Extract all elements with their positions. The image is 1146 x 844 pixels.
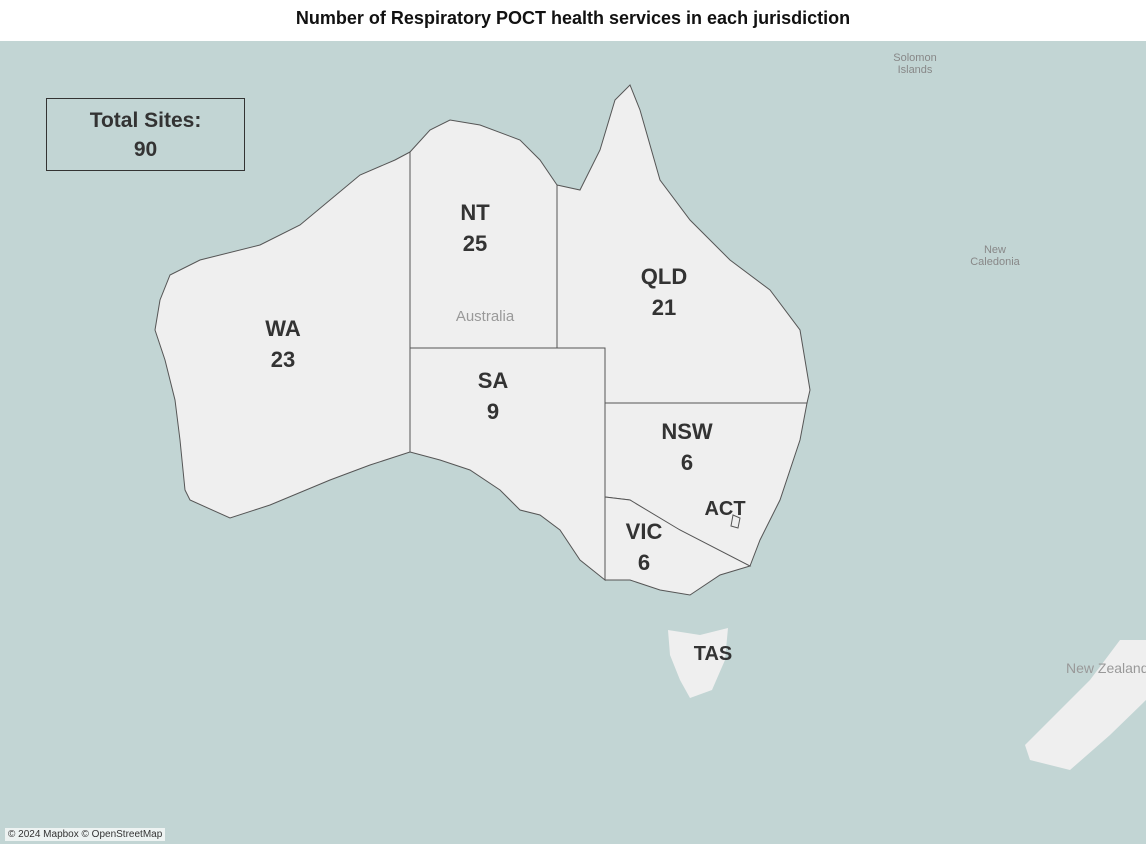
region-label: QLD 21 [624,261,704,323]
region-name: QLD [640,264,688,289]
region-name: NSW [661,419,713,444]
region-name: ACT [704,498,746,520]
region-count: 9 [486,399,500,424]
region-label: NT 25 [435,197,515,259]
total-value: 90 [133,138,158,161]
state-wa [154,151,411,519]
place-label: New Caledonia [970,244,1020,268]
title: Number of Respiratory POCT health servic… [295,8,851,28]
region-name: TAS [693,643,733,665]
place-label: New Zealand [1066,660,1146,676]
attribution: © 2024 Mapbox © OpenStreetMap [5,828,166,841]
region-count: 6 [637,550,651,575]
region-label: WA 23 [243,313,323,375]
total-box: Total Sites: 90 [46,98,245,171]
new-zealand [1025,640,1146,770]
region-name: VIC [625,519,663,544]
region-label: SA 9 [453,365,533,427]
region-count: 21 [651,295,677,320]
region-count: 6 [680,450,694,475]
region-name: WA [265,316,301,341]
map [0,41,1146,844]
state-tas [668,628,728,698]
state-act [730,514,741,529]
state-vic [604,496,752,596]
region-count: 23 [270,347,296,372]
region-label: NSW 6 [647,416,727,478]
place-label: Solomon Islands [893,52,937,76]
place-label: Australia [455,308,515,325]
region-name: SA [477,368,509,393]
region-label: VIC 6 [604,516,684,578]
total-label: Total Sites: [89,109,202,132]
region-count: 25 [462,231,488,256]
region-name: NT [460,200,490,225]
